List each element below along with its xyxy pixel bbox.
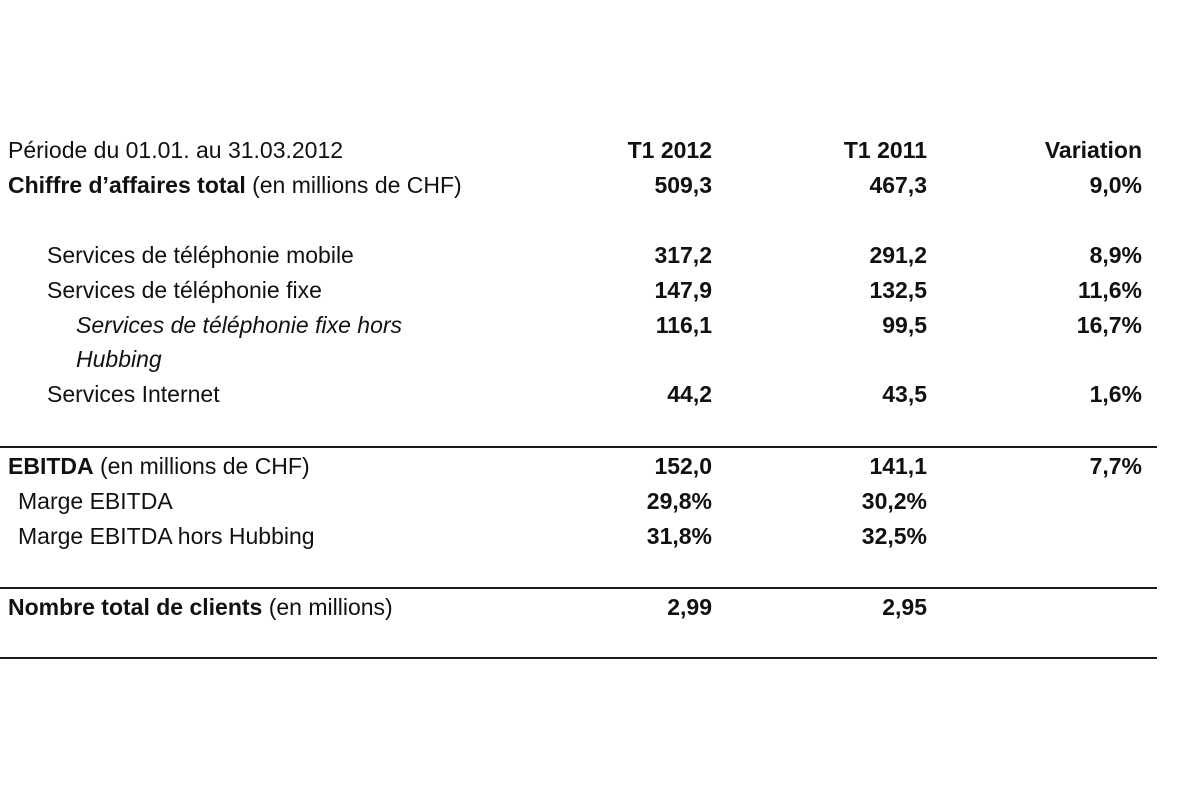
revenue-label-unit: (en millions de CHF) — [245, 172, 462, 198]
fixed-ex-hubbing-variation: 16,7% — [1076, 312, 1142, 338]
internet-t1-2012: 44,2 — [667, 381, 712, 407]
revenue-label-bold: Chiffre d’affaires total — [8, 172, 246, 198]
column-header-t1-2012: T1 2012 — [627, 137, 712, 163]
ebitda-margin-ex-hubbing-label: Marge EBITDA hors Hubbing — [18, 523, 315, 549]
mobile-label: Services de téléphonie mobile — [47, 242, 354, 268]
mobile-variation: 8,9% — [1089, 242, 1142, 268]
fixed-t1-2012: 147,9 — [654, 277, 712, 303]
period-label: Période du 01.01. au 31.03.2012 — [8, 137, 344, 163]
customers-t1-2012: 2,99 — [667, 594, 712, 620]
revenue-variation: 9,0% — [1089, 172, 1142, 198]
fixed-ex-hubbing-label: Services de téléphonie fixe hors Hubbing — [76, 312, 403, 372]
internet-label: Services Internet — [47, 381, 220, 407]
fixed-ex-hubbing-t1-2011: 99,5 — [882, 312, 927, 338]
mobile-t1-2011: 291,2 — [869, 242, 927, 268]
divider-2 — [0, 587, 1157, 589]
customers-label-unit: (en millions) — [262, 594, 393, 620]
ebitda-label: EBITDA (en millions de CHF) — [8, 449, 310, 483]
revenue-t1-2011: 467,3 — [869, 172, 927, 198]
fixed-label: Services de téléphonie fixe — [47, 277, 322, 303]
ebitda-margin-t1-2012: 29,8% — [646, 488, 712, 514]
ebitda-variation: 7,7% — [1089, 453, 1142, 479]
ebitda-margin-ex-hubbing-t1-2012: 31,8% — [646, 523, 712, 549]
revenue-t1-2012: 509,3 — [654, 172, 712, 198]
customers-t1-2011: 2,95 — [882, 594, 927, 620]
internet-t1-2011: 43,5 — [882, 381, 927, 407]
fixed-variation: 11,6% — [1078, 277, 1142, 303]
customers-label: Nombre total de clients (en millions) — [8, 590, 393, 624]
column-header-t1-2011: T1 2011 — [843, 137, 927, 163]
customers-label-bold: Nombre total de clients — [8, 594, 263, 620]
ebitda-margin-t1-2011: 30,2% — [861, 488, 927, 514]
ebitda-margin-ex-hubbing-t1-2011: 32,5% — [861, 523, 927, 549]
revenue-label: Chiffre d’affaires total (en millions de… — [8, 168, 468, 202]
column-header-variation: Variation — [1044, 137, 1142, 163]
ebitda-margin-label: Marge EBITDA — [18, 488, 173, 514]
ebitda-t1-2011: 141,1 — [869, 453, 927, 479]
mobile-t1-2012: 317,2 — [654, 242, 712, 268]
internet-variation: 1,6% — [1089, 381, 1142, 407]
ebitda-t1-2012: 152,0 — [654, 453, 712, 479]
fixed-t1-2011: 132,5 — [869, 277, 927, 303]
divider-3 — [0, 657, 1157, 659]
ebitda-label-bold: EBITDA — [8, 453, 94, 479]
fixed-ex-hubbing-t1-2012: 116,1 — [655, 312, 712, 338]
divider-1 — [0, 446, 1157, 448]
ebitda-label-unit: (en millions de CHF) — [93, 453, 310, 479]
